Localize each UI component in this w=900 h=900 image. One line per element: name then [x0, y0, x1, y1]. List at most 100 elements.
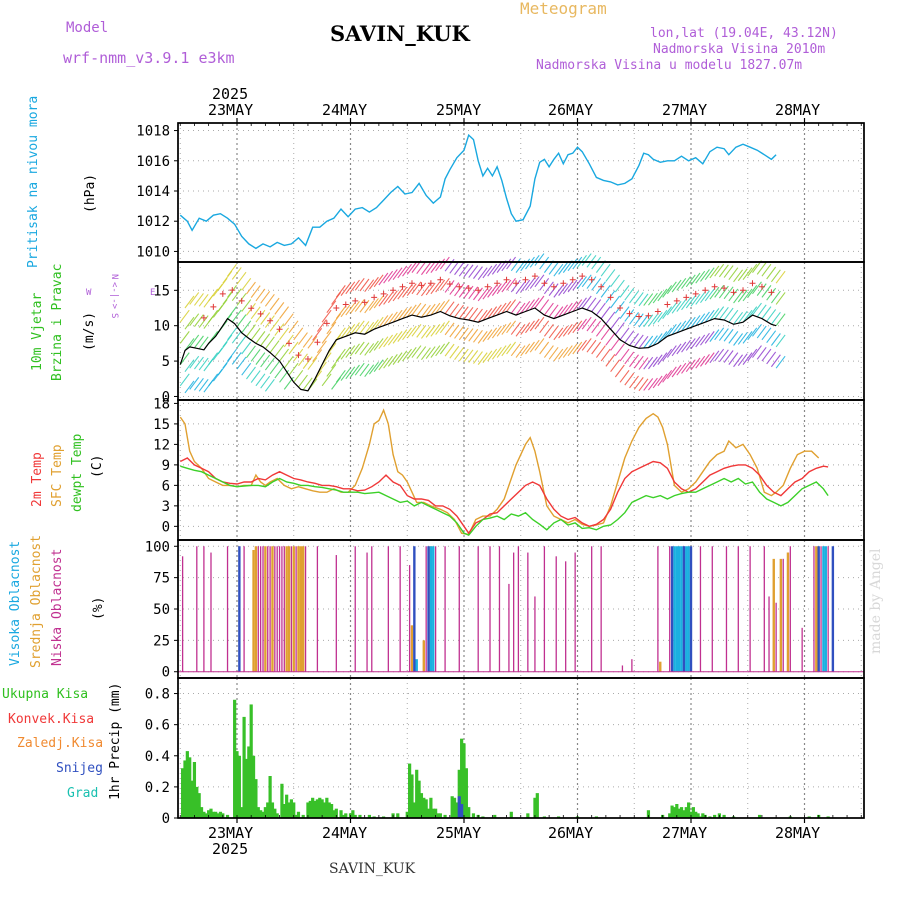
wind-barb	[553, 285, 564, 298]
wind-barb	[737, 353, 748, 367]
wind-barb	[193, 293, 204, 306]
precip-bar	[240, 807, 244, 818]
wind-barb	[747, 327, 758, 341]
wind-barb	[766, 330, 777, 344]
wind-barb	[629, 375, 639, 389]
precip-bar	[197, 793, 201, 818]
wind-barb	[302, 377, 313, 391]
wind-barb	[430, 302, 441, 316]
wind-gust-marker	[456, 283, 463, 290]
wind-barb	[638, 336, 649, 349]
wind-barb	[198, 357, 209, 371]
wind-barb	[397, 350, 408, 364]
wind-barb	[378, 272, 389, 286]
wind-barb	[728, 352, 739, 365]
wind-barb	[198, 378, 209, 392]
precip-bar	[270, 802, 275, 818]
wind-barb	[458, 348, 469, 362]
wind-barb	[700, 269, 710, 282]
wind-barb	[335, 327, 346, 341]
wind-gust-marker	[427, 280, 434, 287]
wind-gust-marker	[711, 283, 718, 290]
wind-barb	[548, 304, 559, 318]
wind-gust-marker	[304, 355, 311, 362]
wind-barb	[718, 328, 729, 341]
wind-barb	[591, 320, 602, 334]
wind-barb	[543, 345, 554, 358]
wind-barb	[761, 327, 772, 341]
wind-barb	[227, 306, 237, 319]
wind-barb	[770, 311, 781, 325]
wind-barb	[449, 260, 460, 274]
wind-barb	[420, 262, 431, 276]
wind-barb	[321, 373, 332, 387]
precip-legend-hail: Grad	[67, 786, 99, 801]
wind-barb	[411, 345, 422, 358]
wind-barb	[454, 304, 464, 318]
wind-barb	[543, 281, 554, 295]
wind-barb	[647, 335, 658, 348]
wind-barb	[572, 341, 583, 355]
wind-barb	[718, 349, 729, 363]
wind-barb	[359, 278, 370, 292]
wind-barb	[373, 295, 384, 309]
wind-barb	[288, 320, 299, 334]
precip-bar	[535, 793, 539, 818]
wind-barb	[458, 285, 469, 298]
wind-barbs-layer	[179, 253, 786, 394]
precip-bar	[807, 816, 811, 818]
wind-barb	[718, 264, 729, 278]
wind-barb	[756, 304, 767, 318]
wind-barb	[737, 332, 748, 345]
wind-barb	[572, 320, 583, 334]
precip-bar	[192, 762, 197, 818]
wind-barb	[350, 322, 360, 335]
wind-barb	[373, 274, 384, 288]
wind-barb	[515, 345, 526, 358]
wind-barb	[335, 369, 346, 383]
wind-ytick-label: 5	[162, 354, 170, 370]
wind-barb	[723, 328, 734, 342]
wind-barb	[260, 312, 271, 325]
wind-barb	[439, 299, 450, 312]
wind-barb	[468, 307, 479, 321]
wind-barb	[326, 364, 337, 377]
temp-series-sfc-temp	[179, 408, 820, 536]
precip-bar	[332, 810, 336, 818]
wind-barb	[208, 373, 219, 387]
wind-barb	[208, 288, 219, 302]
wind-barb	[742, 267, 753, 281]
precip-bar	[677, 808, 681, 818]
wind-barb	[600, 306, 611, 319]
precip-legend-frz: Zaledj.Kisa	[17, 736, 104, 751]
precip-bar	[353, 814, 357, 818]
wind-barb	[189, 334, 200, 348]
wind-barb	[378, 293, 389, 307]
wind-barb	[279, 306, 290, 319]
precip-bar	[329, 804, 334, 818]
wind-barb	[260, 333, 271, 347]
pressure-ytick-label: 1014	[136, 184, 170, 200]
wind-barb	[662, 369, 673, 383]
day-label-top-26: 26MAY	[548, 101, 593, 119]
wind-barb	[402, 285, 412, 298]
wind-barb	[737, 268, 748, 282]
precip-bar	[306, 802, 310, 818]
wind-barb	[610, 338, 621, 351]
wind-barb	[250, 348, 261, 362]
wind-barb	[695, 292, 706, 305]
wind-barb	[714, 263, 725, 277]
day-label-bottom-24: 24MAY	[322, 824, 367, 842]
wind-barb	[666, 281, 677, 295]
wind-barb	[553, 306, 564, 319]
wind-barb	[179, 309, 190, 323]
wind-barb	[444, 322, 455, 336]
wind-barb	[496, 323, 507, 337]
day-label-top-24: 24MAY	[322, 101, 367, 119]
wind-barb	[709, 308, 720, 321]
wind-barb	[610, 316, 621, 330]
wind-barb	[534, 316, 545, 330]
wind-barb	[685, 338, 696, 351]
cloud-ytick-label: 75	[153, 571, 170, 587]
wind-barb	[444, 258, 455, 272]
